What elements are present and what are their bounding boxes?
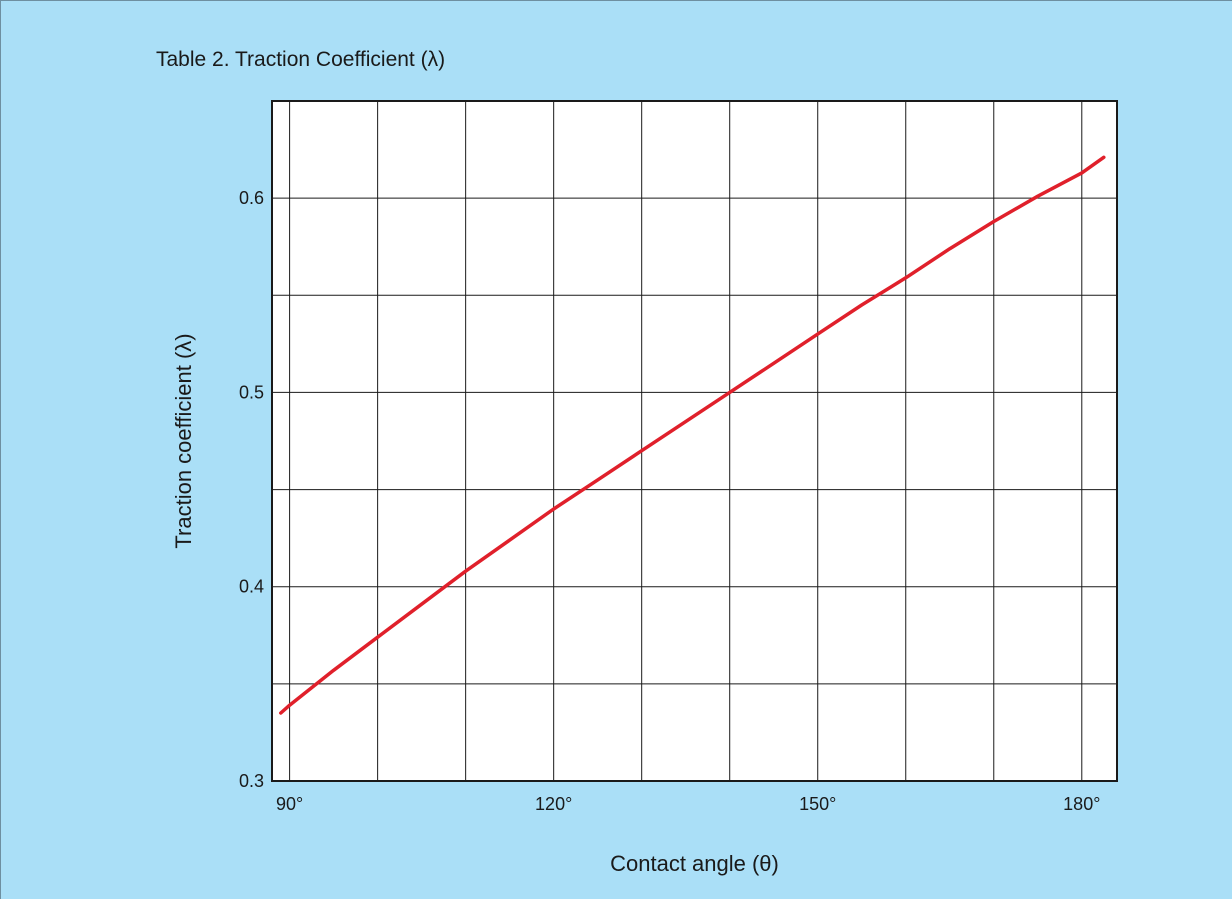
series-line	[279, 155, 1106, 715]
series-layer	[279, 155, 1106, 715]
y-tick-label: 0.3	[239, 771, 264, 791]
plot-frame	[271, 100, 1118, 782]
plot-area	[272, 101, 1117, 781]
x-axis-label: Contact angle (θ)	[610, 851, 779, 876]
y-tick-label: 0.4	[239, 577, 264, 597]
y-tick-label: 0.6	[239, 188, 264, 208]
x-tick-label: 90°	[276, 794, 303, 814]
x-tick-label: 150°	[799, 794, 836, 814]
y-tick-label: 0.5	[239, 382, 264, 402]
grid	[272, 101, 1117, 781]
x-tick-label: 180°	[1063, 794, 1100, 814]
x-tick-label: 120°	[535, 794, 572, 814]
chart-title: Table 2. Traction Coefficient (λ)	[156, 48, 445, 71]
y-axis-label: Traction coefficient (λ)	[171, 333, 196, 548]
tick-labels: 90° 120° 150° 180° 0.3 0.4 0.5 0.6	[239, 188, 1100, 814]
